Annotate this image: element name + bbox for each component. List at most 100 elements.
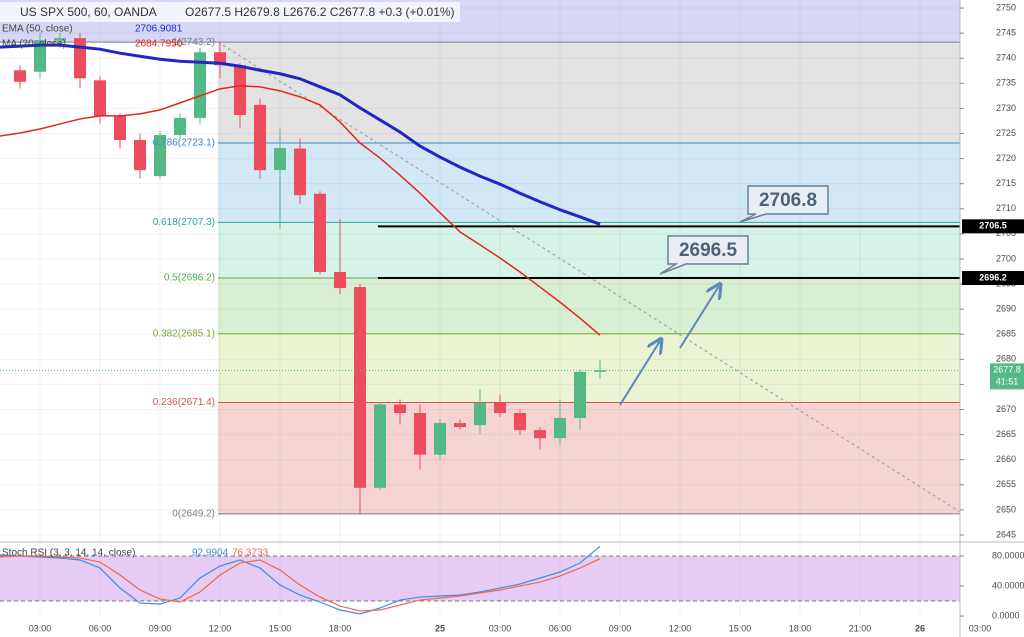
x-tick-label: 12:00	[669, 623, 692, 633]
x-tick-label: 15:00	[729, 623, 752, 633]
legend-value: 2706.9081	[135, 24, 183, 35]
arrow	[619, 341, 660, 406]
y-tick-label: 2720	[996, 153, 1016, 163]
y-tick-label: 2740	[996, 53, 1016, 63]
fib-label: 0(2649.2)	[172, 509, 215, 520]
y-tick-label: 2670	[996, 404, 1016, 414]
candle-body	[434, 423, 446, 455]
y-tick-label: 2690	[996, 304, 1016, 314]
x-tick-label: 06:00	[89, 623, 112, 633]
chart-title: US SPX 500, 60, OANDA	[20, 5, 157, 19]
candle-body	[14, 70, 26, 82]
candle-body	[194, 52, 206, 118]
y-tick-label: 2645	[996, 529, 1016, 539]
y-tick-label: 2735	[996, 78, 1016, 88]
candle-body	[474, 402, 486, 426]
x-tick-label: 12:00	[209, 623, 232, 633]
x-tick-label: 18:00	[329, 623, 352, 633]
y-tick-label: 2750	[996, 2, 1016, 12]
fib-band	[218, 333, 960, 403]
callout-label: 2696.5	[679, 240, 738, 261]
trend-line	[217, 41, 961, 513]
stoch-line	[0, 555, 601, 612]
legend-name: Stoch RSI (3, 3, 14, 14, close)	[2, 548, 135, 559]
candle-body	[454, 423, 466, 428]
callout-label: 2706.8	[759, 190, 817, 211]
y-tick-label: 40.0000	[992, 580, 1024, 590]
header-bg	[0, 2, 460, 22]
legend-name: MA (20, close)	[2, 39, 66, 50]
overlay-line	[0, 43, 601, 226]
level-tag	[962, 271, 1024, 286]
y-tick-label: 2660	[996, 454, 1016, 464]
x-tick-label: 21:00	[849, 623, 872, 633]
candle-body	[414, 413, 426, 455]
candle-body	[594, 370, 606, 372]
fib-band	[218, 143, 960, 223]
fib-label: 0.236(2671.4)	[153, 397, 215, 408]
fib-label: 0.382(2685.1)	[153, 328, 215, 339]
candle-body	[354, 287, 366, 488]
candle-body	[234, 65, 246, 115]
fib-band	[218, 402, 960, 514]
x-tick-label: 03:00	[969, 623, 992, 633]
last-price-label: 2677.8	[993, 365, 1021, 375]
candle-body	[394, 404, 406, 414]
fib-label: 0.618(2707.3)	[153, 217, 215, 228]
candle-body	[334, 272, 346, 289]
fib-label: 0.786(2723.1)	[153, 138, 215, 149]
x-tick-label: 03:00	[29, 623, 52, 633]
y-tick-label: 2700	[996, 253, 1016, 263]
stoch-line	[0, 545, 601, 615]
level-label: 2706.5	[979, 221, 1007, 231]
x-tick-label: 18:00	[789, 623, 812, 633]
last-price-tag	[990, 363, 1024, 390]
countdown: 41:51	[996, 377, 1019, 387]
candle-body	[74, 38, 86, 79]
y-tick-label: 2655	[996, 479, 1016, 489]
y-tick-label: 2745	[996, 27, 1016, 37]
candle-body	[174, 117, 186, 135]
candle-body	[54, 38, 66, 41]
legend-value: 76.3733	[232, 548, 269, 559]
y-tick-label: 2725	[996, 128, 1016, 138]
candle-body	[134, 140, 146, 171]
y-tick-label: 2730	[996, 103, 1016, 113]
stoch-band	[0, 556, 960, 602]
x-tick-label: 09:00	[149, 623, 172, 633]
candle-body	[34, 40, 46, 72]
y-tick-label: 0.0000	[992, 610, 1020, 620]
fib-label: 0.5(2696.2)	[164, 273, 215, 284]
candle-body	[314, 193, 326, 273]
candle-body	[294, 148, 306, 196]
legend-value: 92.9904	[192, 548, 229, 559]
candle-body	[154, 135, 166, 177]
level-label: 2696.2	[979, 272, 1007, 282]
y-tick-label: 2710	[996, 203, 1016, 213]
candle-body	[534, 430, 546, 439]
overlay-line	[0, 85, 601, 336]
y-tick-label: 2665	[996, 429, 1016, 439]
fib-label: 1(2743.2)	[172, 37, 215, 48]
candle-body	[374, 404, 386, 488]
marks	[0, 33, 960, 615]
x-tick-label: 09:00	[609, 623, 632, 633]
candle-body	[254, 104, 266, 171]
callout-box	[659, 235, 749, 275]
y-tick-label: 2685	[996, 329, 1016, 339]
candle-body	[94, 80, 106, 116]
fib-band	[218, 42, 960, 144]
y-tick-label: 2715	[996, 178, 1016, 188]
arrow	[679, 286, 719, 349]
time-axis	[0, 616, 960, 637]
candle-body	[114, 115, 126, 141]
legend-value: 2684.7950	[135, 39, 183, 50]
x-tick-label: 03:00	[489, 623, 512, 633]
candle-body	[574, 371, 586, 419]
y-tick-label: 2680	[996, 354, 1016, 364]
x-tick-label: 06:00	[549, 623, 572, 633]
candle-body	[554, 418, 566, 439]
x-tick-label: 25	[435, 623, 445, 633]
